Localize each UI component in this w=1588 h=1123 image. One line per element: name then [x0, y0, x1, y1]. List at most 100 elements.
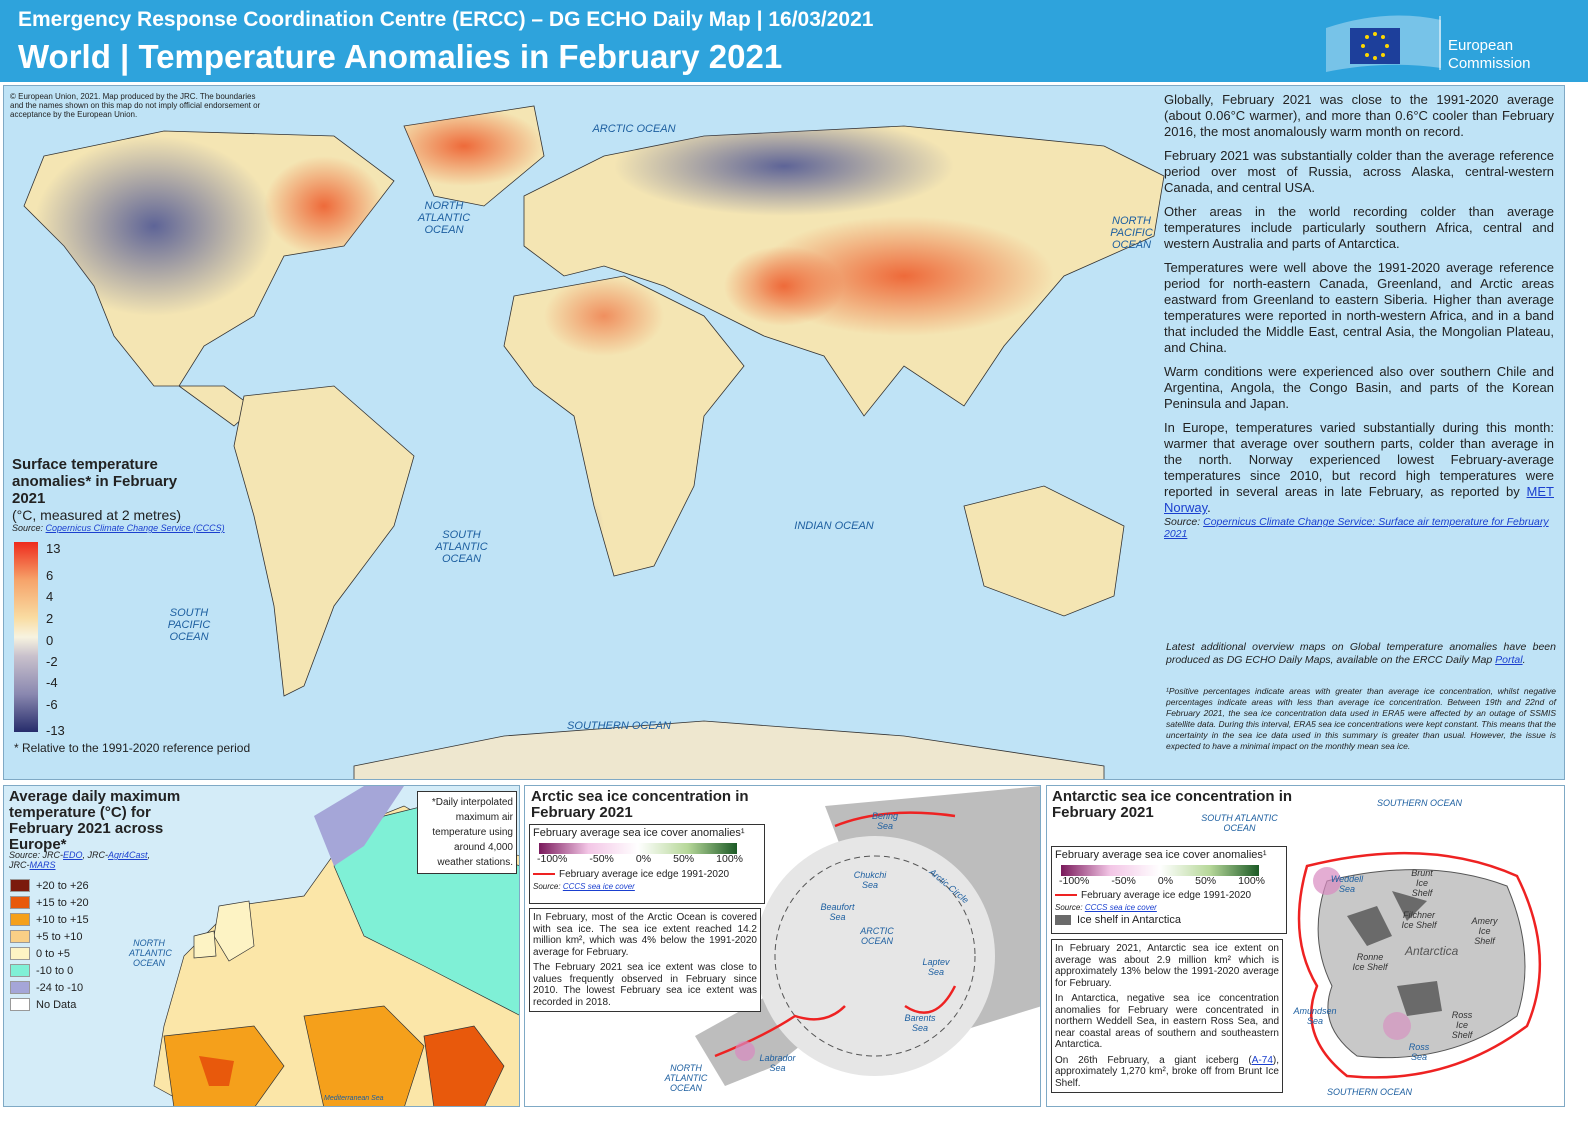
legend-tick: -50%: [589, 852, 614, 865]
paragraph: In Antarctica, negative sea ice concentr…: [1055, 993, 1279, 1050]
logo-text: Commission: [1448, 55, 1531, 72]
source-link[interactable]: CCCS sea ice cover: [562, 881, 635, 891]
paragraph: February 2021 was substantially colder t…: [1164, 148, 1554, 195]
text: , JRC-: [9, 850, 151, 870]
paragraph: Temperatures were well above the 1991-20…: [1164, 260, 1554, 355]
paragraph: In February 2021, Antarctic sea ice exte…: [1055, 943, 1279, 989]
source-label: Source:: [1055, 902, 1083, 912]
legend-item: +15 to +20: [10, 894, 89, 911]
legend-tick: 100%: [716, 852, 743, 865]
legend-swatch: [10, 981, 30, 994]
legend-tick: -13: [46, 723, 65, 738]
source: Source: CCCS sea ice cover: [1055, 902, 1283, 914]
arctic-panel: Arctic sea ice concentration in February…: [524, 785, 1041, 1107]
text: Latest additional overview maps on Globa…: [1166, 641, 1556, 666]
link[interactable]: MARS: [29, 860, 56, 870]
paragraph: Globally, February 2021 was close to the…: [1164, 92, 1554, 139]
color-bar: [539, 842, 737, 854]
ocean-label: ARCTIC OCEAN: [592, 123, 676, 135]
panel-title: Arctic sea ice concentration in February…: [531, 788, 749, 821]
place-label: Ronne Ice Shelf: [1352, 952, 1388, 972]
place-label: SOUTH ATLANTIC OCEAN: [1201, 813, 1278, 833]
panel-title: Antarctic sea ice concentration in Febru…: [1052, 788, 1293, 821]
legend-item: -24 to -10: [10, 979, 89, 996]
legend-tick: 0%: [635, 852, 652, 865]
legend-label: -24 to -10: [36, 981, 84, 994]
legend-label: February average ice edge 1991-2020: [1081, 890, 1252, 901]
ice-legend: February average sea ice cover anomalies…: [529, 824, 765, 904]
paragraph: On 26th February, a giant iceberg (A-74)…: [1055, 1055, 1279, 1090]
place-label: Labrador Sea: [759, 1053, 796, 1073]
legend-tick: 2: [46, 611, 54, 626]
link[interactable]: Agri4Cast: [108, 850, 148, 860]
place-label: Brunt Ice Shelf: [1411, 868, 1433, 898]
link[interactable]: EDO: [63, 850, 83, 860]
legend-tick: 50%: [1195, 874, 1217, 887]
source-link[interactable]: CCCS sea ice cover: [1084, 902, 1157, 912]
text: .: [1522, 654, 1526, 666]
legend-label: Ice shelf in Antarctica: [1077, 914, 1181, 926]
legend-swatch: [10, 998, 30, 1011]
europe-panel: Average daily maximum temperature (°C) f…: [3, 785, 520, 1107]
antarctic-panel: Antarctic sea ice concentration in Febru…: [1046, 785, 1565, 1107]
source-label: Source:: [1164, 516, 1201, 528]
legend-tick: 13: [46, 541, 61, 556]
legend-tick: -2: [46, 654, 58, 669]
text-box: In February, most of the Arctic Ocean is…: [529, 908, 761, 1012]
legend-tick: 6: [46, 568, 54, 583]
place-label: Bering Sea: [871, 811, 898, 831]
place-label: Amery Ice Shelf: [1471, 916, 1498, 946]
legend-swatch: [10, 913, 30, 926]
place-label: Filchner Ice Shelf: [1401, 910, 1437, 930]
source-label: Source:: [12, 523, 44, 533]
paragraph: In February, most of the Arctic Ocean is…: [533, 912, 757, 958]
credit: © European Union, 2021. Map produced by …: [10, 92, 261, 119]
map-title: World | Temperature Anomalies in Februar…: [18, 38, 783, 75]
legend-item: No Data: [10, 996, 89, 1013]
legend-label: +10 to +15: [36, 913, 89, 926]
source-link[interactable]: Copernicus Climate Change Service: Surfa…: [1164, 516, 1549, 540]
text: ), approximately 1,270 km², broke off fr…: [1055, 1054, 1279, 1089]
footnote: ¹Positive percentages indicate areas wit…: [1166, 686, 1556, 751]
link[interactable]: Portal: [1495, 654, 1523, 666]
logo-text: European: [1448, 37, 1513, 54]
legend-title: Surface temperature anomalies* in Februa…: [12, 456, 178, 507]
summary-text: Globally, February 2021 was close to the…: [1164, 92, 1554, 540]
legend-label: February average ice edge 1991-2020: [559, 869, 730, 880]
legend-item: +5 to +10: [10, 928, 89, 945]
legend-tick: -6: [46, 697, 58, 712]
legend-tick: 50%: [673, 852, 695, 865]
edge-legend: February average ice edge 1991-2020: [533, 869, 761, 881]
color-bar: [1061, 864, 1259, 876]
place-label: Barents Sea: [904, 1013, 936, 1033]
legend-item: +20 to +26: [10, 877, 89, 894]
link[interactable]: A-74: [1251, 1054, 1273, 1066]
legend-swatch: [10, 896, 30, 909]
ocean-label: INDIAN OCEAN: [794, 520, 874, 532]
legend-label: +20 to +26: [36, 879, 89, 892]
text: On 26th February, a giant iceberg (: [1055, 1054, 1252, 1066]
legend-swatch: [10, 964, 30, 977]
paragraph: Warm conditions were experienced also ov…: [1164, 364, 1554, 411]
legend-tick: 0: [46, 633, 54, 648]
ocean-label: SOUTH ATLANTIC OCEAN: [435, 529, 488, 565]
link[interactable]: MET Norway: [1164, 484, 1554, 515]
panel-title: Average daily maximum temperature (°C) f…: [9, 788, 181, 853]
place-label: Ross Ice Shelf: [1451, 1010, 1473, 1040]
header-line: Emergency Response Coordination Centre (…: [18, 8, 874, 31]
legend-swatch: [10, 947, 30, 960]
legend-label: +15 to +20: [36, 896, 89, 909]
world-map: [23, 105, 1165, 779]
legend-tick: 4: [46, 589, 54, 604]
ocean-label: NORTH ATLANTIC OCEAN: [417, 200, 471, 236]
place-label: Ross Sea: [1408, 1042, 1430, 1062]
latest-note: Latest additional overview maps on Globa…: [1166, 641, 1556, 667]
legend-label: -10 to 0: [36, 964, 74, 977]
legend-tick: -50%: [1111, 874, 1136, 887]
source-link[interactable]: Copernicus Climate Change Service (CCCS): [45, 523, 225, 533]
legend-item: 0 to +5: [10, 945, 89, 962]
place-label: Laptev Sea: [922, 957, 950, 977]
place-label: Antarctica: [1405, 944, 1459, 958]
legend-label: +5 to +10: [36, 930, 83, 943]
